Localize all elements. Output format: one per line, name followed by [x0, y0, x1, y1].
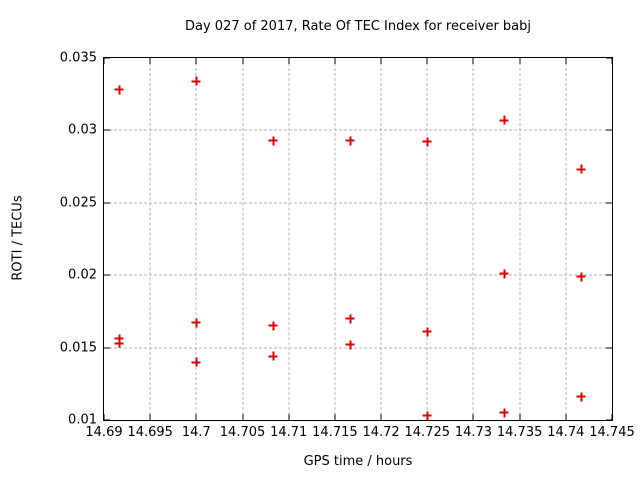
x-tick-label: 14.73 — [454, 425, 493, 440]
x-gridline — [195, 58, 197, 420]
y-tick-mirror — [606, 202, 612, 204]
x-tick — [472, 414, 474, 420]
x-tick-mirror — [472, 58, 474, 64]
x-tick — [380, 414, 382, 420]
data-point-marker — [422, 137, 432, 147]
y-tick-mirror — [606, 274, 612, 276]
y-tick — [104, 202, 110, 204]
x-tick-label: 14.74 — [547, 425, 585, 440]
y-tick-label: 0.015 — [59, 340, 97, 356]
x-tick — [288, 414, 290, 420]
chart-title: Day 027 of 2017, Rate Of TEC Index for r… — [185, 19, 531, 34]
data-point-marker — [422, 327, 432, 337]
x-gridline — [472, 58, 474, 420]
x-tick — [519, 414, 521, 420]
data-point-marker — [345, 136, 355, 146]
x-tick-label: 14.69 — [85, 425, 123, 440]
x-tick — [565, 414, 567, 420]
x-tick — [103, 414, 105, 420]
y-tick — [104, 274, 110, 276]
x-tick — [149, 414, 151, 420]
x-tick — [242, 414, 244, 420]
x-tick — [334, 414, 336, 420]
x-tick-mirror — [149, 58, 151, 64]
x-tick-label: 14.695 — [127, 425, 173, 440]
data-point-marker — [576, 272, 586, 282]
x-axis-title: GPS time / hours — [303, 454, 413, 469]
data-point-marker — [499, 115, 509, 125]
x-tick — [195, 414, 197, 420]
y-tick-label: 0.03 — [68, 122, 97, 138]
y-tick — [104, 57, 110, 59]
y-gridline — [104, 129, 612, 131]
data-point-marker — [191, 76, 201, 86]
x-tick-mirror — [380, 58, 382, 64]
x-gridline — [426, 58, 428, 420]
x-tick-mirror — [334, 58, 336, 64]
data-point-marker — [114, 85, 124, 95]
data-point-marker — [576, 392, 586, 402]
plot-area: 14.69 14.695 14.7 14.705 14.71 14.715 14.72 14.… — [60, 51, 635, 441]
y-tick-label: 0.02 — [68, 267, 97, 283]
y-tick — [104, 419, 110, 421]
x-gridline — [242, 58, 244, 420]
x-tick-mirror — [288, 58, 290, 64]
y-tick-mirror — [606, 347, 612, 349]
x-gridline — [334, 58, 336, 420]
y-tick-label: 0.01 — [68, 412, 97, 428]
x-tick-mirror — [195, 58, 197, 64]
x-tick-mirror — [426, 58, 428, 64]
data-point-marker — [191, 357, 201, 367]
x-tick-label: 14.7 — [181, 425, 211, 440]
x-tick-label: 14.735 — [496, 425, 543, 440]
x-tick-label: 14.725 — [404, 425, 451, 440]
x-tick-label: 14.745 — [589, 425, 635, 440]
x-gridline — [380, 58, 382, 420]
data-point-marker — [114, 338, 124, 348]
x-tick — [611, 414, 613, 420]
y-tick-label: 0.025 — [59, 195, 97, 211]
y-axis-title: ROTI / TECUs — [10, 195, 26, 281]
data-point-marker — [268, 136, 278, 146]
y-tick — [104, 129, 110, 131]
x-tick-label: 14.72 — [362, 425, 400, 440]
y-tick-mirror — [606, 419, 612, 421]
data-point-marker — [345, 314, 355, 324]
x-tick-mirror — [611, 58, 613, 64]
y-gridline — [104, 274, 612, 276]
x-gridline — [519, 58, 521, 420]
x-gridline — [565, 58, 567, 420]
y-tick — [104, 347, 110, 349]
y-gridline — [104, 202, 612, 204]
x-tick-mirror — [242, 58, 244, 64]
x-gridline — [288, 58, 290, 420]
x-tick-mirror — [565, 58, 567, 64]
data-point-marker — [499, 408, 509, 418]
x-tick-label: 14.705 — [219, 425, 266, 440]
x-tick-label: 14.715 — [312, 425, 358, 440]
y-tick-label: 0.035 — [59, 50, 97, 66]
data-point-marker — [422, 411, 432, 421]
data-point-marker — [576, 164, 586, 174]
data-point-marker — [345, 340, 355, 350]
y-tick-mirror — [606, 129, 612, 131]
x-gridline — [149, 58, 151, 420]
y-gridline — [104, 347, 612, 349]
y-tick-mirror — [606, 57, 612, 59]
data-point-marker — [268, 351, 278, 361]
x-tick-mirror — [519, 58, 521, 64]
data-point-marker — [268, 321, 278, 331]
data-point-marker — [191, 318, 201, 328]
x-tick-label: 14.71 — [270, 425, 308, 440]
data-point-marker — [499, 269, 509, 279]
x-tick-mirror — [103, 58, 105, 64]
